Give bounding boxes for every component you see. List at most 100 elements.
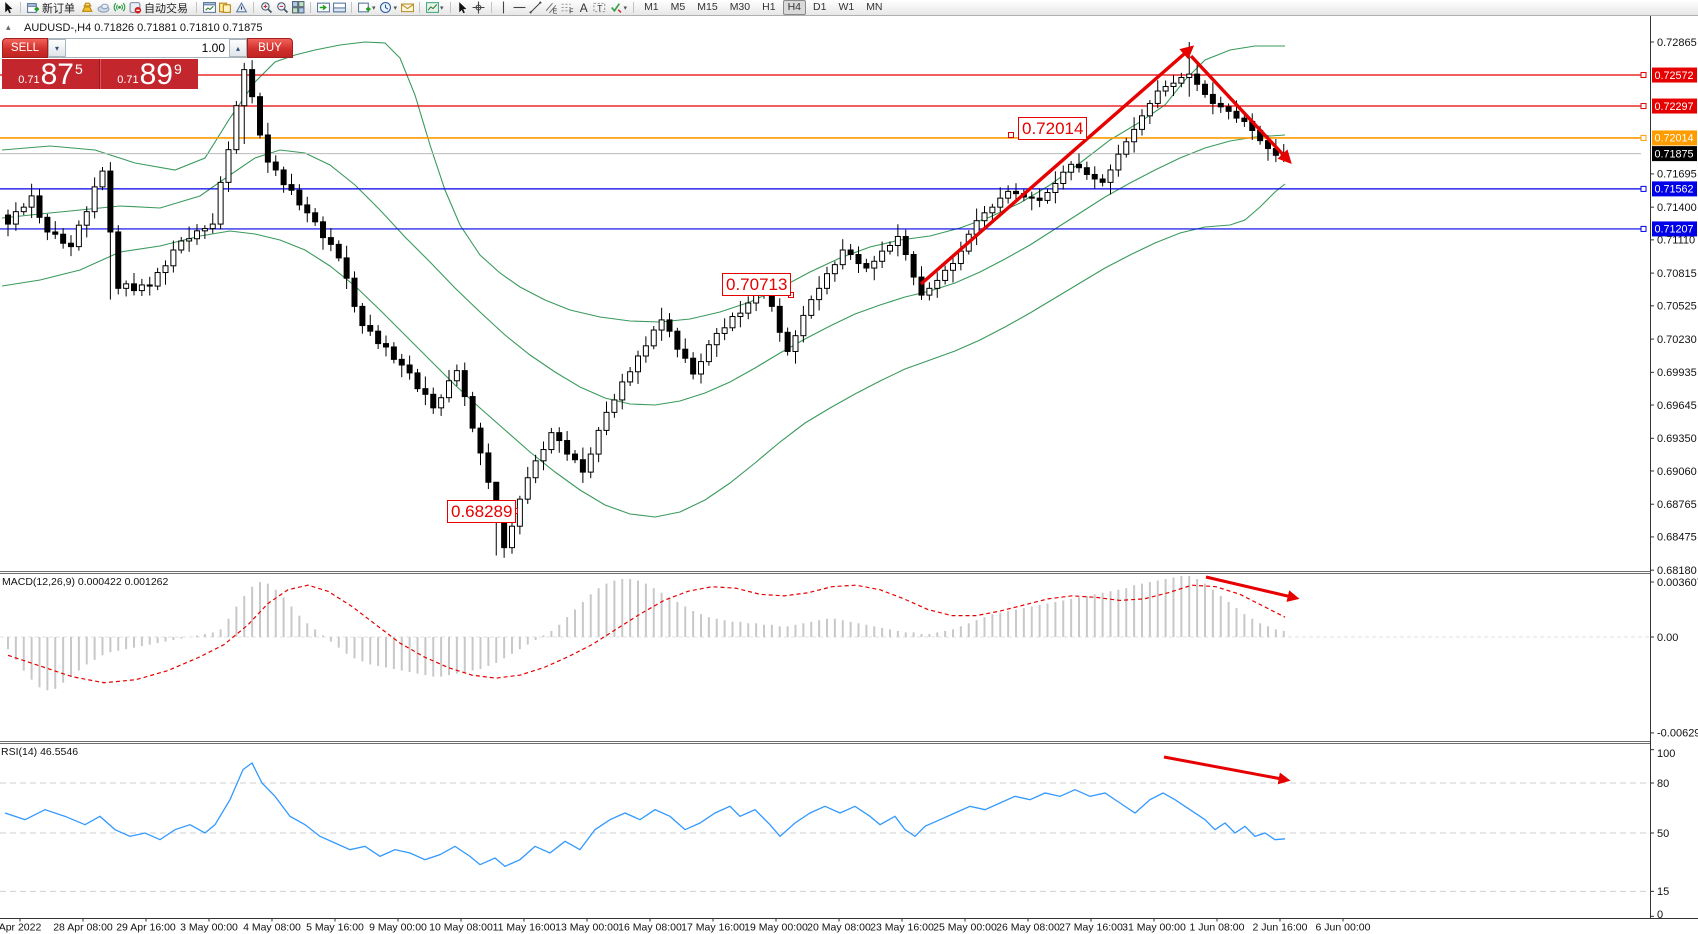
candle-body: [658, 319, 665, 331]
toolbar-separator: [351, 2, 352, 13]
candle-body: [776, 305, 783, 333]
price-tick-label: 0.69645: [1657, 400, 1697, 412]
mail-icon[interactable]: [399, 1, 415, 14]
horizontal-line-icon[interactable]: [512, 1, 528, 14]
candle-body: [957, 250, 964, 265]
candle-body: [288, 184, 295, 191]
time-axis-label: 10 May 08:00: [429, 922, 493, 934]
timeframe-button-h1[interactable]: H1: [762, 1, 776, 13]
candle-body: [414, 372, 421, 390]
price-tick-label: 0.69935: [1657, 367, 1697, 379]
signal-icon[interactable]: [111, 1, 127, 14]
candle-body: [107, 170, 114, 233]
equidistant-channel-icon[interactable]: E: [544, 1, 560, 14]
terminal-icon[interactable]: [331, 1, 347, 14]
chevron-down-icon[interactable]: ▾: [623, 4, 628, 12]
timeframe-button-m5[interactable]: M5: [670, 1, 686, 13]
candle-body: [855, 254, 862, 265]
candle-body: [509, 525, 515, 549]
chevron-down-icon[interactable]: ▾: [393, 4, 398, 12]
candle-body: [934, 279, 941, 289]
candle-body: [1225, 106, 1232, 112]
volume-increase-button[interactable]: ▴: [229, 39, 247, 57]
autotrade-label[interactable]: 自动交易: [144, 2, 188, 15]
trend-arrow[interactable]: [919, 45, 1195, 286]
timeframe-button-m15[interactable]: M15: [697, 1, 718, 13]
candle-body: [603, 411, 610, 431]
price-tick-label: 0.69060: [1657, 466, 1697, 478]
timeframe-button-w1[interactable]: W1: [838, 1, 855, 13]
timeframe-button-mn[interactable]: MN: [866, 1, 883, 13]
buy-button[interactable]: BUY: [247, 38, 293, 58]
data-window-icon[interactable]: [233, 1, 249, 14]
period-icon[interactable]: [378, 1, 394, 14]
candle-body: [312, 212, 319, 223]
chevron-down-icon[interactable]: ▾: [372, 4, 376, 12]
candle-body: [264, 134, 271, 163]
zoom-in-icon[interactable]: [258, 1, 274, 14]
macd-pane: 0.003607 0.00 -0.006292: [0, 576, 1698, 740]
candle-body: [359, 305, 366, 327]
time-axis-label: 20 May 08:00: [807, 922, 871, 934]
candle-body: [1178, 77, 1185, 84]
text-tool-icon[interactable]: A: [576, 1, 592, 14]
time-axis: Apr 2022 28 Apr 08:00 29 Apr 16:00 3 May 00…: [0, 918, 1371, 934]
candle-body: [304, 204, 311, 214]
arrows-tool-icon[interactable]: [608, 1, 624, 14]
vertical-line-icon[interactable]: [496, 1, 512, 14]
bollinger-bands: [1, 41, 1286, 518]
candle-body: [91, 186, 98, 213]
timeframe-button-d1[interactable]: D1: [813, 1, 827, 13]
cursor-tool-icon[interactable]: [455, 1, 471, 14]
chart-window-icon[interactable]: [201, 1, 217, 14]
timeframe-button-h4[interactable]: H4: [782, 0, 806, 15]
crosshair-icon[interactable]: [471, 1, 487, 14]
chevron-down-icon[interactable]: ▾: [440, 4, 444, 12]
zoom-out-icon[interactable]: [274, 1, 290, 14]
candle-body: [1131, 128, 1138, 143]
one-click-collapse-toggle[interactable]: ▴: [6, 22, 11, 32]
axes: [0, 16, 1698, 919]
price-tick-label: 0.71695: [1657, 169, 1697, 181]
new-chart-icon[interactable]: [356, 1, 372, 14]
price-annotation-label[interactable]: 0.68289: [447, 500, 517, 523]
candle-body: [595, 429, 602, 455]
price-tick-label: 0.68180: [1657, 565, 1697, 577]
volume-input[interactable]: [66, 39, 229, 57]
gold-icon[interactable]: [79, 1, 95, 14]
sell-price-display[interactable]: 0.71 87 5: [2, 59, 100, 90]
time-axis-label: 28 Apr 08:00: [53, 922, 113, 934]
cursor-icon[interactable]: [0, 1, 16, 14]
autotrade-icon[interactable]: [127, 1, 143, 14]
candle-body: [446, 380, 452, 399]
price-annotation-label[interactable]: 0.72014: [1018, 117, 1088, 140]
candle-body: [249, 69, 256, 98]
text-label-icon[interactable]: T: [592, 1, 608, 14]
axis-price-box: [1652, 146, 1697, 162]
chart-type-icon[interactable]: [424, 1, 440, 14]
navigator-icon[interactable]: [315, 1, 331, 14]
candle-body: [824, 273, 830, 289]
trendline-icon[interactable]: [528, 1, 544, 14]
timeframe-button-m30[interactable]: M30: [729, 1, 751, 13]
trend-arrow[interactable]: [1163, 755, 1291, 785]
toolbar-separator: [196, 2, 197, 13]
candle-body: [438, 397, 445, 409]
timeframe-button-m1[interactable]: M1: [644, 1, 659, 13]
buy-price-display[interactable]: 0.71 89 9: [100, 59, 198, 90]
tile-windows-icon[interactable]: [290, 1, 306, 14]
trend-arrow[interactable]: [1205, 575, 1300, 602]
volume-decrease-button[interactable]: ▾: [48, 39, 66, 57]
candle-body: [1036, 197, 1043, 201]
candle-body: [335, 243, 342, 259]
trend-arrow[interactable]: [1189, 54, 1292, 164]
candle-body: [367, 325, 374, 332]
price-annotation-label[interactable]: 0.70713: [722, 273, 792, 296]
cloud-icon[interactable]: [95, 1, 111, 14]
new-order-icon[interactable]: [25, 1, 41, 14]
sell-button[interactable]: SELL: [2, 38, 48, 58]
profiles-icon[interactable]: [217, 1, 233, 14]
new-order-label[interactable]: 新订单: [42, 2, 75, 15]
fibonacci-icon[interactable]: F: [560, 1, 576, 14]
